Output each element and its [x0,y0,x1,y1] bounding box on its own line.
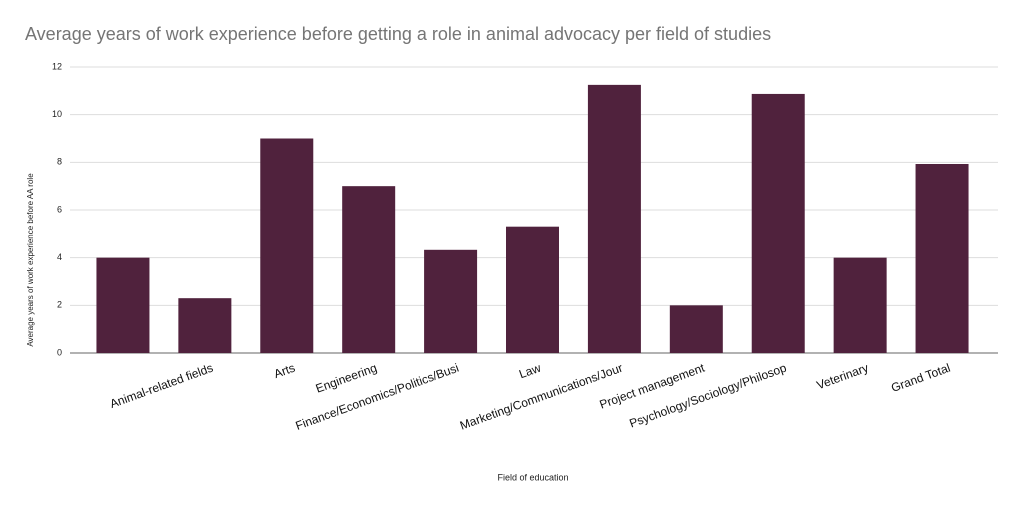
bar [342,186,396,353]
bar [833,257,887,353]
bar [424,249,478,353]
chart-title: Average years of work experience before … [25,24,771,44]
y-tick-label: 2 [57,300,62,310]
y-tick-label: 6 [57,204,62,214]
x-tick-label: Animal-related fields [108,361,215,411]
x-tick-label: Arts [272,361,297,381]
bar [506,226,559,353]
x-tick-label: Veterinary [815,361,871,393]
x-tick-label: Law [517,361,543,382]
x-tick-label: Engineering [314,361,379,396]
bar [96,257,150,353]
y-tick-label: 4 [57,252,62,262]
x-tick-label: Grand Total [889,361,952,395]
bar [587,84,641,353]
bar [178,298,232,353]
bar [669,305,723,353]
x-tick-label: Psychology/Sociology/Philosop [627,361,788,431]
y-tick-label: 12 [52,61,62,71]
bar [751,93,805,353]
bar [260,138,314,353]
bar [915,164,969,353]
y-axis-label: Average years of work experience before … [26,173,35,347]
y-tick-label: 0 [57,347,62,357]
y-tick-label: 8 [57,157,62,167]
y-tick-label: 10 [52,109,62,119]
x-axis-label: Field of education [497,472,568,482]
